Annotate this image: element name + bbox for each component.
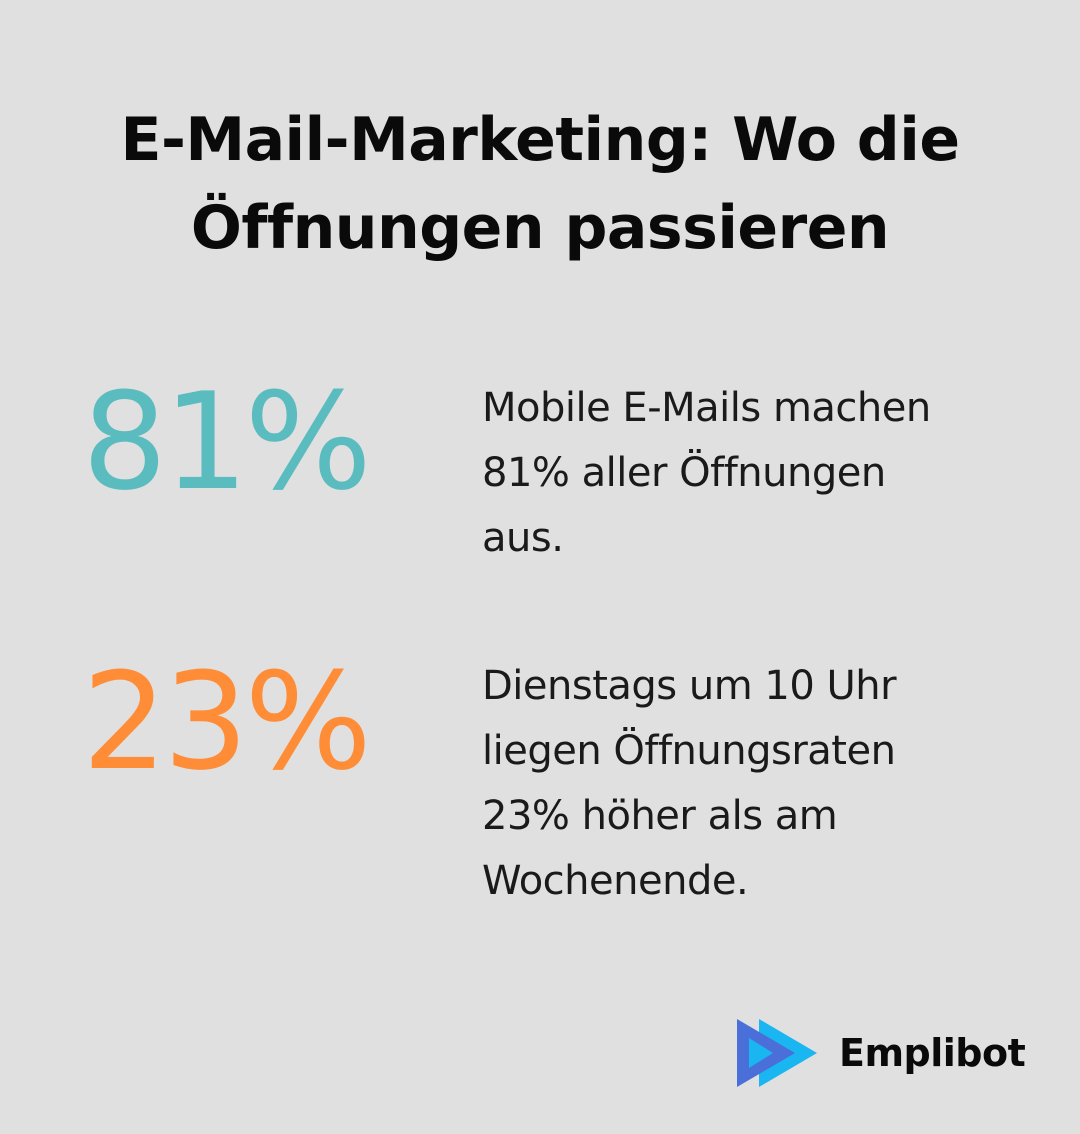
stat-line: Wochenende. [482, 858, 749, 904]
brand-logo: Emplibot [737, 1018, 1026, 1088]
title-line-2: Öffnungen passieren [190, 193, 890, 263]
stat-value-tuesday: 23% [82, 644, 372, 800]
stat-description-tuesday: Dienstags um 10 Uhr liegen Öffnungsraten… [482, 654, 1042, 914]
stat-line: Dienstags um 10 Uhr [482, 663, 897, 709]
page-title: E-Mail-Marketing: Wo die Öffnungen passi… [0, 96, 1080, 272]
stat-line: aus. [482, 515, 564, 561]
stat-description-mobile: Mobile E-Mails machen 81% aller Öffnunge… [482, 376, 1042, 571]
play-forward-icon [737, 1018, 819, 1088]
stat-value-mobile: 81% [82, 364, 372, 520]
stat-line: 23% höher als am [482, 793, 838, 839]
stat-line: liegen Öffnungsraten [482, 728, 896, 774]
title-line-1: E-Mail-Marketing: Wo die [120, 105, 960, 175]
brand-name: Emplibot [839, 1031, 1026, 1075]
stat-line: 81% aller Öffnungen [482, 450, 886, 496]
stat-line: Mobile E-Mails machen [482, 385, 931, 431]
